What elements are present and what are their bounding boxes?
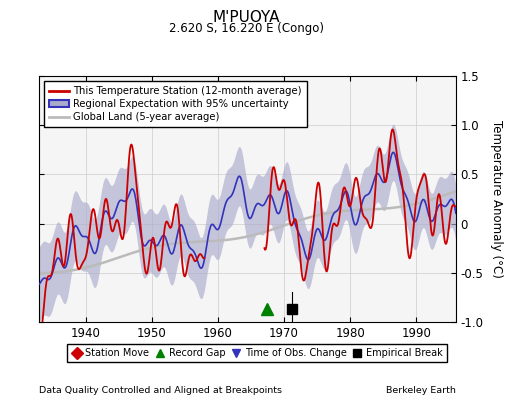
Text: M'PUOYA: M'PUOYA	[213, 10, 280, 25]
Legend: Station Move, Record Gap, Time of Obs. Change, Empirical Break: Station Move, Record Gap, Time of Obs. C…	[67, 344, 447, 362]
Y-axis label: Temperature Anomaly (°C): Temperature Anomaly (°C)	[490, 120, 503, 278]
Text: Berkeley Earth: Berkeley Earth	[386, 386, 456, 395]
Text: 2.620 S, 16.220 E (Congo): 2.620 S, 16.220 E (Congo)	[169, 22, 324, 35]
Text: Data Quality Controlled and Aligned at Breakpoints: Data Quality Controlled and Aligned at B…	[39, 386, 282, 395]
Legend: This Temperature Station (12-month average), Regional Expectation with 95% uncer: This Temperature Station (12-month avera…	[45, 81, 307, 127]
